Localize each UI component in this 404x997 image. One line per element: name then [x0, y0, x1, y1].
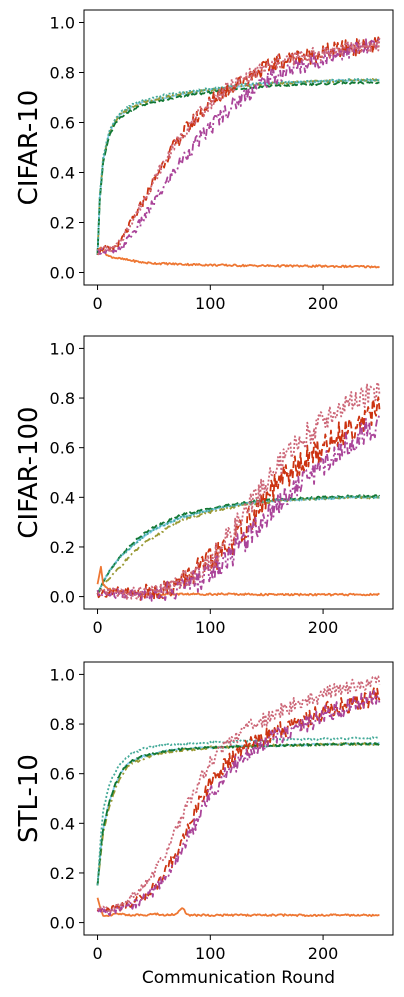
axes-frame — [83, 9, 394, 286]
y-tick-label: 0.8 — [50, 64, 75, 83]
x-tick-label: 0 — [92, 618, 102, 637]
y-tick-label: 0.6 — [50, 439, 75, 458]
y-tick-label: 0.2 — [50, 214, 75, 233]
y-tick-label: 0.2 — [50, 864, 75, 883]
series-line-5 — [96, 246, 381, 269]
x-tick-label: 200 — [308, 618, 339, 637]
series-line-3 — [96, 81, 380, 256]
series-line-5 — [96, 565, 380, 597]
series-line-1 — [96, 78, 380, 256]
series-line-2 — [96, 78, 380, 256]
y-tick-label: 0.6 — [50, 765, 75, 784]
y-tick-label: 0.0 — [50, 588, 75, 607]
x-tick-label: 100 — [195, 944, 226, 963]
series-group — [96, 36, 381, 269]
series-line-2 — [96, 495, 380, 595]
series-line-8 — [96, 675, 381, 914]
y-tick-label: 0.4 — [50, 814, 75, 833]
axes-frame — [83, 661, 394, 936]
axes-frame — [83, 335, 394, 610]
x-tick-label: 100 — [195, 294, 226, 313]
y-tick-label: 0.0 — [50, 914, 75, 933]
series-line-8 — [96, 38, 381, 255]
subplot-3: 0.0 0.2 0.4 0.6 0.8 1.0 0 100 200 STL-10 Communica… — [14, 661, 394, 988]
y-tick-label: 0.4 — [50, 164, 75, 183]
y-tick-label: 0.2 — [50, 538, 75, 557]
x-axis-label: Communication Round — [142, 968, 335, 988]
series-line-7 — [97, 38, 381, 255]
subplot-1: 0.0 0.2 0.4 0.6 0.8 1.0 0 100 200 CIFAR-10 — [14, 9, 394, 313]
series-line-3 — [96, 742, 381, 886]
y-tick-label: 0.8 — [50, 389, 75, 408]
y-axis-label: CIFAR-100 — [14, 406, 44, 538]
y-tick-label: 0.0 — [50, 264, 75, 283]
series-line-7 — [96, 412, 381, 602]
subplot-2: 0.0 0.2 0.4 0.6 0.8 1.0 0 100 200 CIFAR-100 — [14, 335, 394, 637]
x-tick-label: 0 — [92, 294, 102, 313]
x-tick-label: 200 — [308, 294, 339, 313]
series-line-3 — [96, 494, 381, 595]
series-line-4 — [96, 495, 380, 595]
series-line-5 — [96, 897, 380, 918]
y-tick-label: 1.0 — [50, 665, 75, 684]
y-tick-label: 0.4 — [50, 488, 75, 507]
series-line-8 — [97, 381, 381, 601]
series-line-6 — [96, 687, 381, 913]
y-tick-label: 1.0 — [50, 339, 75, 358]
series-line-7 — [97, 689, 381, 917]
series-line-6 — [96, 396, 381, 601]
x-tick-label: 0 — [92, 944, 102, 963]
y-tick-label: 0.8 — [50, 715, 75, 734]
y-tick-label: 1.0 — [50, 14, 75, 33]
series-group — [96, 675, 381, 918]
series-group — [96, 381, 381, 602]
x-tick-label: 200 — [308, 944, 339, 963]
y-tick-label: 0.6 — [50, 114, 75, 133]
y-axis-label: CIFAR-10 — [14, 90, 44, 206]
x-tick-label: 100 — [195, 618, 226, 637]
y-axis-label: STL-10 — [14, 754, 44, 843]
